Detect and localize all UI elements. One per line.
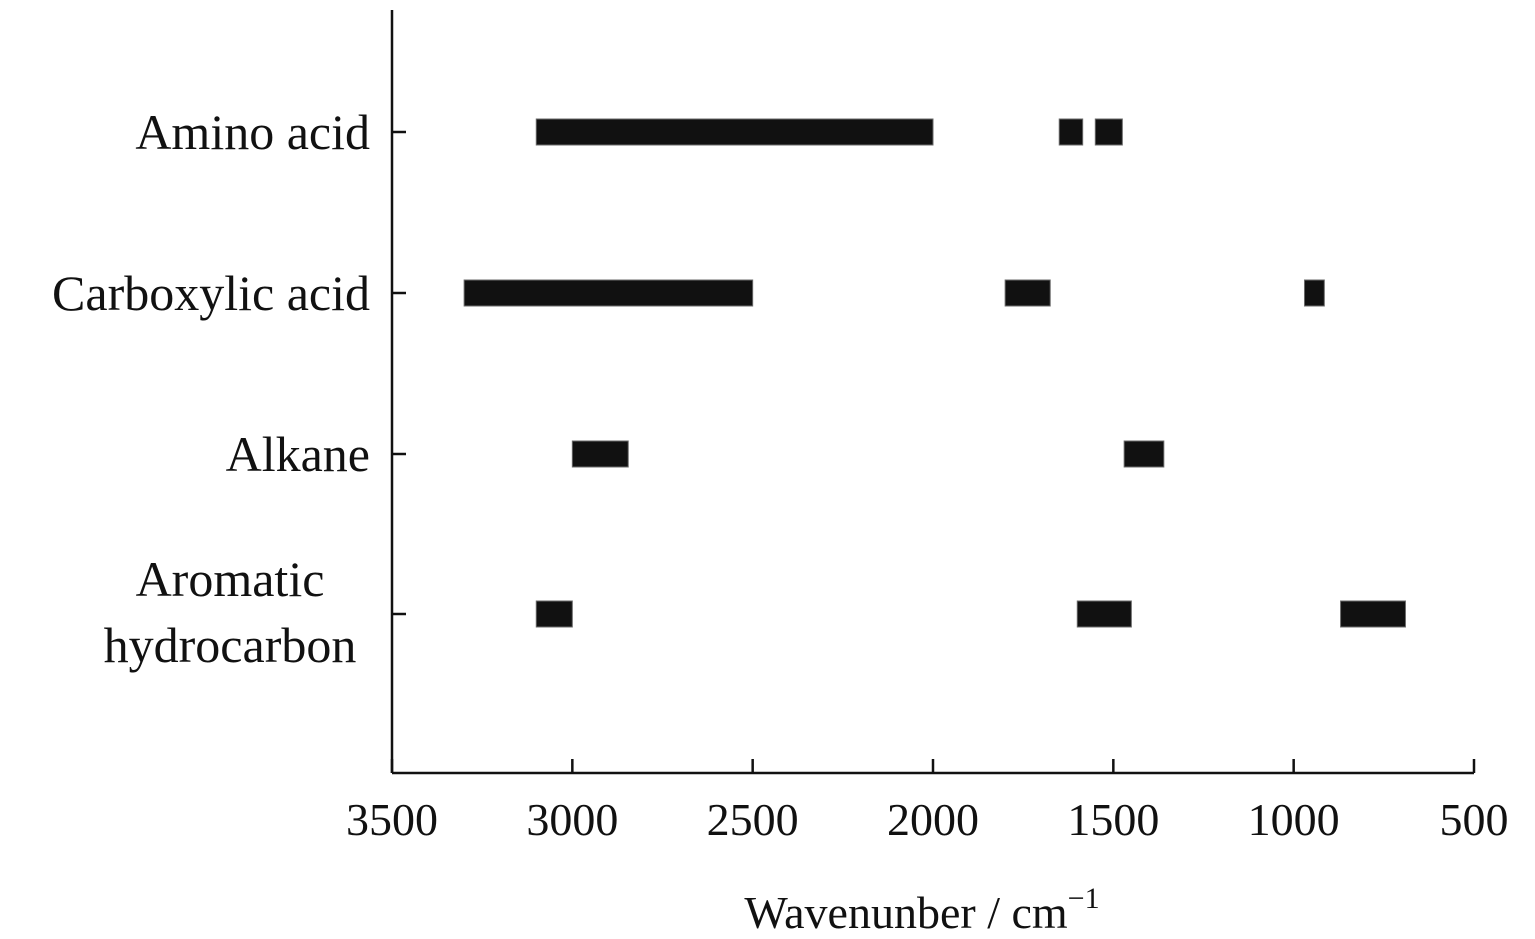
- x-tick-label: 500: [1440, 794, 1509, 845]
- x-tick-label: 3000: [526, 794, 618, 845]
- range-bar: [1004, 279, 1051, 307]
- range-bar: [1303, 279, 1325, 307]
- x-axis-title-text: Wavenunber / cm: [744, 887, 1068, 938]
- x-tick-label: 2500: [707, 794, 799, 845]
- range-bars: [463, 118, 1406, 628]
- range-bar: [535, 600, 573, 628]
- x-tick-label: 2000: [887, 794, 979, 845]
- x-ticks: 3500 3000 2500 2000 1500 1000 500: [346, 759, 1509, 845]
- category-label: Carboxylic acid: [52, 265, 370, 321]
- x-axis-title-superscript: −1: [1068, 882, 1100, 915]
- category-label-line: Aromatic: [136, 551, 325, 607]
- x-tick-label: 1000: [1248, 794, 1340, 845]
- range-bar: [571, 440, 629, 468]
- category-label: Aromatic hydrocarbon: [104, 551, 357, 673]
- range-bar: [1340, 600, 1406, 628]
- range-bar: [1123, 440, 1165, 468]
- range-bar: [1058, 118, 1084, 146]
- range-bar: [1076, 600, 1132, 628]
- range-bar: [1094, 118, 1123, 146]
- category-labels: Amino acid Carboxylic acid Alkane Aromatic h…: [52, 104, 370, 673]
- y-ticks: [392, 130, 406, 616]
- x-axis-title: Wavenunber / cm−1: [744, 882, 1099, 938]
- category-label: Amino acid: [135, 104, 370, 160]
- category-label: Alkane: [226, 426, 370, 482]
- range-bar: [463, 279, 754, 307]
- category-label-line: hydrocarbon: [104, 617, 357, 673]
- x-tick-label: 1500: [1067, 794, 1159, 845]
- range-bar: [535, 118, 934, 146]
- x-tick-label: 3500: [346, 794, 438, 845]
